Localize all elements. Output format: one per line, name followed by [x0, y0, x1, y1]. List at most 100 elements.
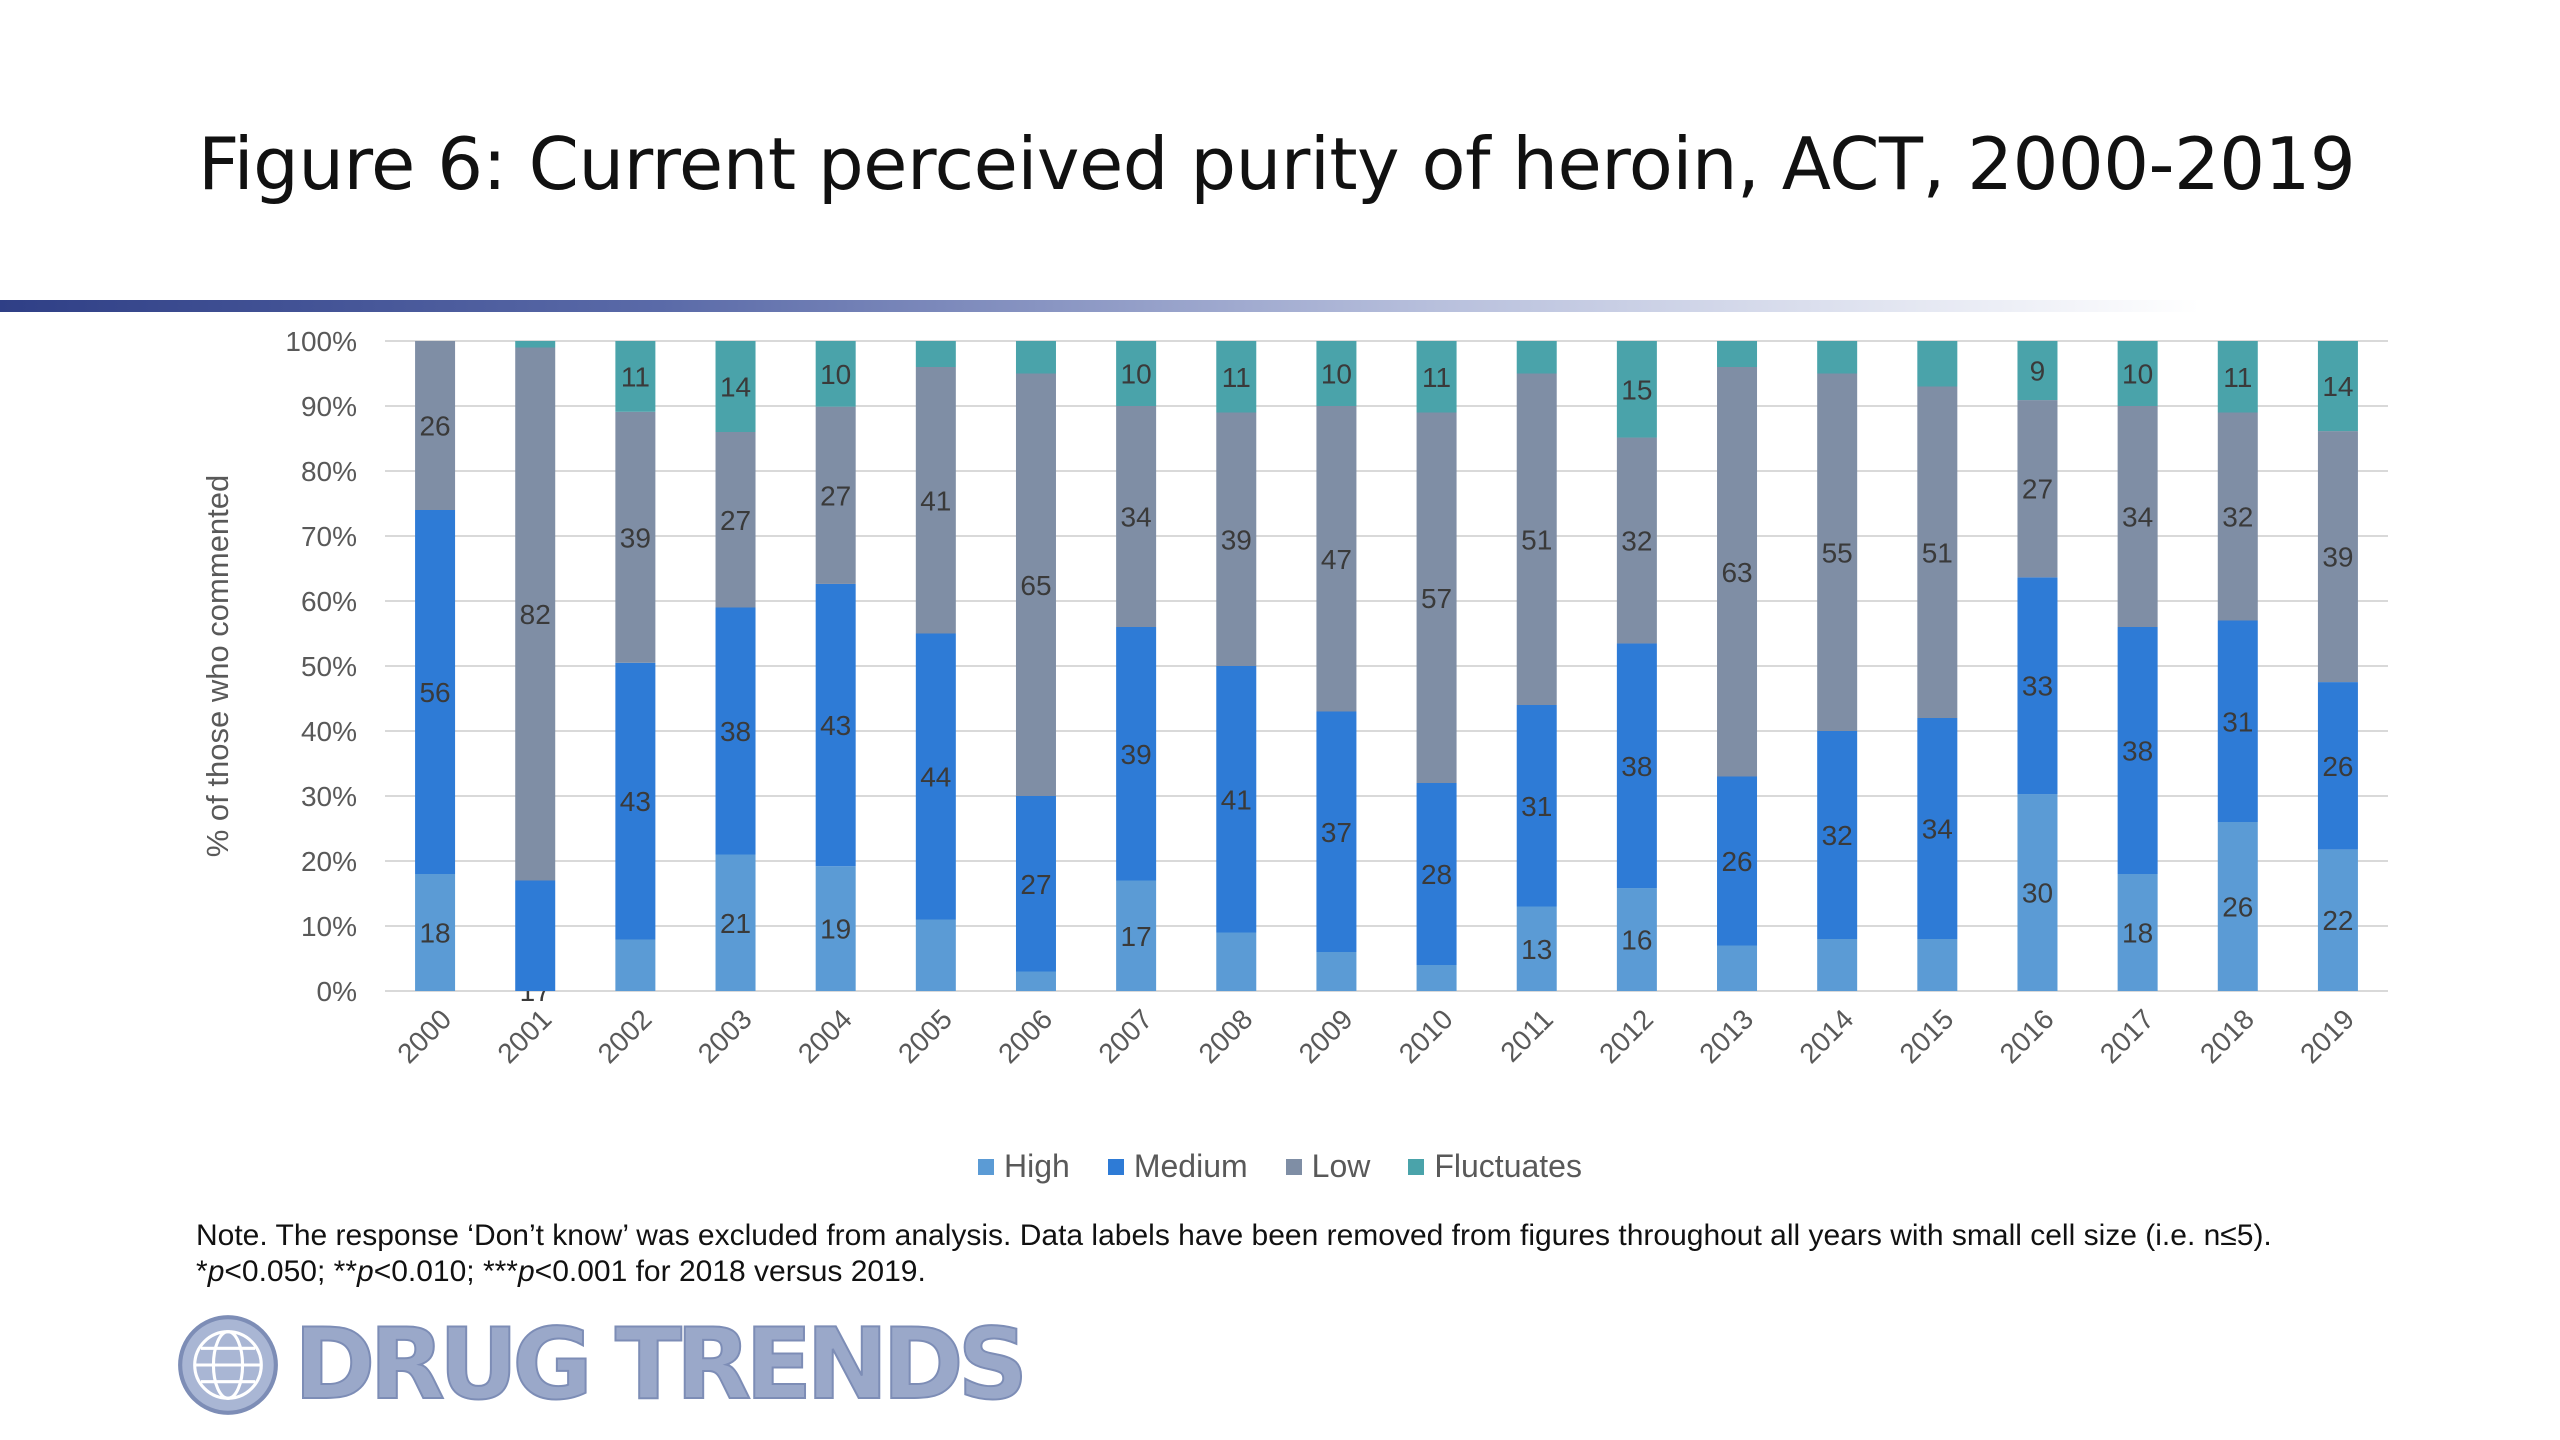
bar-segment-medium-2011	[1516, 705, 1557, 907]
bar-segment-high-2018	[2217, 822, 2258, 991]
bar-segment-medium-2012	[1616, 643, 1657, 889]
y-tick-label: 20%	[301, 846, 357, 877]
y-axis-title: % of those who commented	[200, 475, 235, 858]
bar-segment-fluctuates-2013	[1717, 341, 1758, 367]
data-label: 39	[620, 522, 651, 553]
bar-segment-fluctuates-2012	[1616, 341, 1657, 438]
note-text: <0.010; ***	[373, 1255, 518, 1288]
data-label: 32	[2222, 502, 2253, 533]
data-label: 28	[1421, 859, 1452, 890]
legend-item-fluctuates: Fluctuates	[1408, 1148, 1582, 1185]
note-italic-p: p	[357, 1255, 374, 1288]
bar-segment-low-2016	[2017, 400, 2058, 578]
bar-segment-fluctuates-2016	[2017, 341, 2058, 401]
x-tick-label: 2011	[1494, 1003, 1559, 1068]
data-label: 26	[2222, 892, 2253, 923]
note-text: <0.001 for 2018 versus 2019.	[534, 1255, 926, 1288]
bar-segment-low-2001	[515, 347, 556, 881]
x-tick-label: 2001	[491, 1003, 557, 1069]
data-label: 13	[1521, 934, 1552, 965]
x-tick-label: 2006	[992, 1003, 1058, 1069]
data-label: 11	[1222, 362, 1251, 393]
bar-segment-low-2009	[1316, 406, 1357, 712]
data-label: 37	[1321, 817, 1352, 848]
bar-segment-medium-2018	[2217, 620, 2258, 822]
legend-item-high: High	[978, 1148, 1070, 1185]
bar-segment-fluctuates-2008	[1216, 341, 1257, 413]
data-label: 47	[1321, 544, 1352, 575]
bar-segment-fluctuates-2015	[1917, 341, 1958, 387]
data-label: 22	[2322, 905, 2353, 936]
x-tick-label: 2019	[2294, 1003, 2360, 1069]
bar-segment-medium-2003	[715, 607, 756, 855]
x-tick-label: 2013	[1693, 1003, 1759, 1069]
bar-segment-fluctuates-2002	[615, 341, 656, 412]
note-italic-p: p	[517, 1255, 535, 1288]
data-label: 38	[1621, 751, 1652, 782]
legend-swatch	[1107, 1158, 1124, 1175]
data-label: 19	[820, 914, 851, 945]
data-label: 10	[2122, 359, 2153, 390]
bar-segment-medium-2010	[1416, 783, 1457, 965]
data-label: 26	[419, 411, 450, 442]
bar-segment-high-2012	[1616, 888, 1657, 991]
x-tick-label: 2014	[1793, 1003, 1859, 1069]
legend-label: High	[1004, 1148, 1070, 1184]
data-label: 56	[419, 677, 450, 708]
title-divider	[0, 300, 2200, 312]
data-label: 26	[2322, 751, 2353, 782]
x-tick-label: 2018	[2194, 1003, 2260, 1069]
bar-segment-low-2012	[1616, 437, 1657, 644]
data-label: 27	[1020, 869, 1051, 900]
data-label: 17	[1121, 921, 1152, 952]
bar-segment-high-2000	[415, 874, 456, 991]
bar-segment-low-2014	[1817, 373, 1858, 731]
bar-segment-high-2019	[2317, 849, 2358, 991]
data-label: 31	[1521, 791, 1552, 822]
bar-segment-medium-2005	[915, 633, 956, 920]
legend-label: Medium	[1133, 1148, 1248, 1184]
data-label: 30	[2022, 878, 2053, 909]
globe-icon	[178, 1315, 278, 1415]
x-tick-label: 2005	[892, 1003, 958, 1069]
note-italic-p: p	[207, 1255, 225, 1288]
x-tick-label: 2010	[1393, 1003, 1459, 1069]
bar-segment-medium-2007	[1116, 627, 1157, 881]
bar-segment-high-2005	[915, 919, 956, 991]
bar-segment-medium-2015	[1917, 718, 1958, 939]
note-text: <0.050; **	[224, 1255, 357, 1288]
bar-segment-high-2002	[615, 939, 656, 991]
bar-segment-medium-2000	[415, 510, 456, 874]
bar-segment-medium-2002	[615, 662, 656, 940]
data-label: 33	[2022, 671, 2053, 702]
data-label: 14	[2322, 371, 2353, 402]
bar-segment-fluctuates-2018	[2217, 341, 2258, 413]
x-tick-label: 2017	[2094, 1003, 2160, 1069]
data-label: 11	[1422, 362, 1451, 393]
bar-segment-medium-2009	[1316, 711, 1357, 952]
bar-segment-fluctuates-2019	[2317, 341, 2358, 432]
x-tick-label: 2002	[592, 1003, 658, 1069]
x-tick-label: 2004	[792, 1003, 858, 1069]
bar-segment-fluctuates-2009	[1316, 341, 1357, 406]
data-label: 43	[820, 710, 851, 741]
bar-segment-low-2008	[1216, 412, 1257, 666]
bar-segment-medium-2019	[2317, 682, 2358, 850]
data-label: 27	[820, 480, 851, 511]
data-label: 32	[1822, 820, 1853, 851]
data-label: 32	[1621, 526, 1652, 557]
data-label: 44	[920, 762, 951, 793]
x-tick-label: 2007	[1092, 1003, 1158, 1069]
legend-swatch	[1285, 1158, 1302, 1175]
bar-segment-high-2008	[1216, 932, 1257, 991]
bar-segment-fluctuates-2003	[715, 341, 756, 432]
y-tick-label: 80%	[301, 456, 357, 487]
data-label: 11	[2223, 362, 2252, 393]
x-tick-label: 2003	[692, 1003, 758, 1069]
bar-segment-low-2000	[415, 341, 456, 510]
data-label: 41	[920, 485, 951, 516]
x-tick-label: 2016	[1994, 1003, 2060, 1069]
bar-segment-fluctuates-2017	[2117, 341, 2158, 406]
note-text: Note. The response ‘Don’t know’ was excl…	[196, 1219, 2272, 1288]
bar-segment-fluctuates-2007	[1116, 341, 1157, 406]
